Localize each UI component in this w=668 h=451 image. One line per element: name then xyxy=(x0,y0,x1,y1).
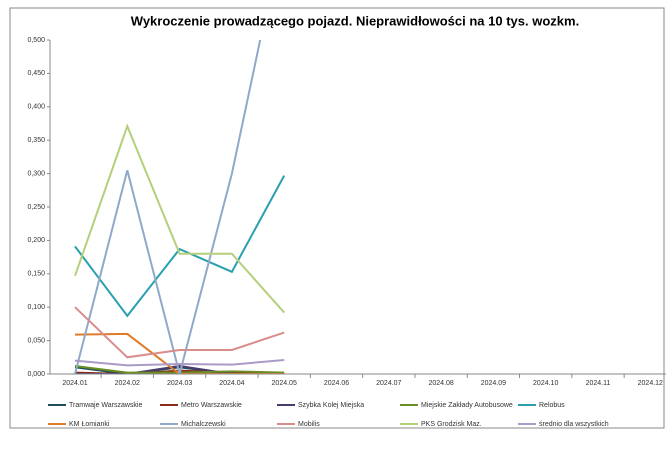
legend-label: KM Łomianki xyxy=(69,421,110,428)
series-line xyxy=(74,366,285,374)
x-tick-label: 2024.08 xyxy=(428,380,453,387)
y-tick-label: 0,500 xyxy=(27,37,45,44)
x-tick-label: 2024.05 xyxy=(272,380,297,387)
series-line xyxy=(75,364,285,374)
chart-border xyxy=(9,7,665,429)
series-line xyxy=(74,175,286,318)
x-tick-label: 2024.04 xyxy=(219,380,244,387)
series-line xyxy=(74,40,262,374)
legend-label: Relobus xyxy=(539,402,565,409)
legend-label: Tramwaje Warszawskie xyxy=(69,402,142,409)
y-tick-label: 0,450 xyxy=(27,70,45,77)
x-tick-label: 2024.07 xyxy=(376,380,401,387)
y-tick-label: 0,000 xyxy=(27,371,45,378)
legend-label: Michalczewski xyxy=(181,421,226,428)
legend-label: średnio dla wszystkich xyxy=(539,421,609,428)
y-tick-label: 0,350 xyxy=(27,137,45,144)
legend-label: Mobilis xyxy=(298,421,320,428)
series-line xyxy=(74,306,285,359)
y-tick-label: 0,200 xyxy=(27,237,45,244)
series-line xyxy=(74,358,285,367)
series-line xyxy=(74,123,285,314)
legend-label: Miejskie Zakłady Autobusowe xyxy=(421,402,513,409)
y-tick-label: 0,400 xyxy=(27,104,45,111)
x-tick-label: 2024.10 xyxy=(533,380,558,387)
y-tick-label: 0,150 xyxy=(27,271,45,278)
x-tick-label: 2024.01 xyxy=(62,380,87,387)
x-tick-label: 2024.09 xyxy=(481,380,506,387)
y-tick-label: 0,100 xyxy=(27,304,45,311)
x-tick-label: 2024.11 xyxy=(586,380,611,387)
legend-label: Metro Warszawskie xyxy=(181,402,242,409)
y-tick-label: 0,250 xyxy=(27,204,45,211)
y-tick-label: 0,300 xyxy=(27,170,45,177)
y-tick-label: 0,050 xyxy=(27,337,45,344)
legend-label: PKS Grodzisk Maz. xyxy=(421,421,482,428)
x-tick-label: 2024.06 xyxy=(324,380,349,387)
x-tick-label: 2024.03 xyxy=(167,380,192,387)
chart-title: Wykroczenie prowadzącego pojazd. Niepraw… xyxy=(131,13,579,28)
legend-label: Szybka Kolej Miejska xyxy=(298,402,364,409)
x-tick-label: 2024.02 xyxy=(115,380,140,387)
x-tick-label: 2024.12 xyxy=(638,380,663,387)
series-line xyxy=(74,332,285,374)
